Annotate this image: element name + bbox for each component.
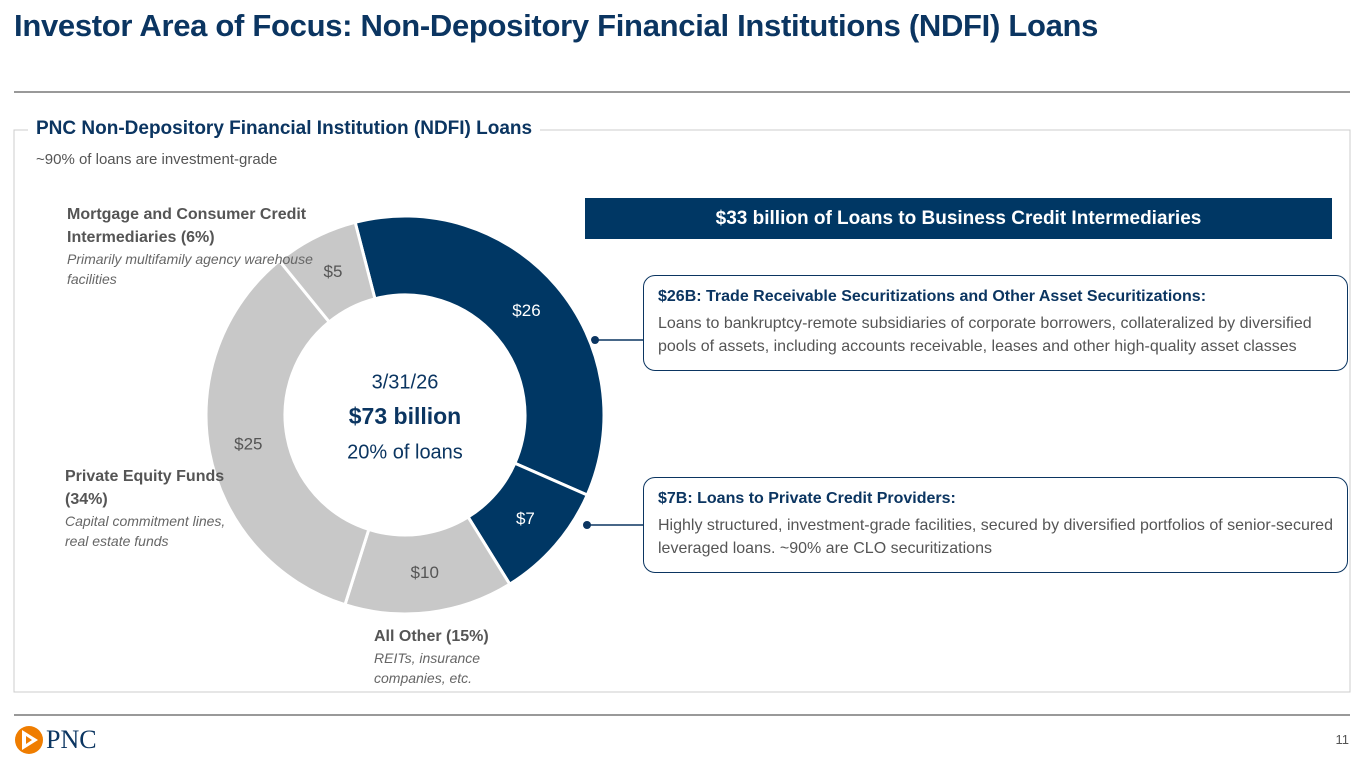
connector-dot [591, 336, 599, 344]
donut-slice [277, 220, 377, 325]
center-share: 20% of loans [347, 441, 463, 463]
info-box: $26B: Trade Receivable Securitizations a… [643, 275, 1348, 371]
value-label: $7 [516, 509, 535, 528]
value-label: $26 [512, 301, 540, 320]
donut-slice [353, 214, 606, 498]
category-description: Capital commitment lines, real estate fu… [65, 513, 226, 549]
section-subtitle: ~90% of loans are investment-grade [36, 151, 278, 168]
frame [13, 129, 1351, 693]
info-box: $7B: Loans to Private Credit Providers: … [643, 477, 1348, 573]
donut-slice [204, 258, 371, 607]
category-name: Private Equity Funds (34%) [65, 468, 225, 508]
category-label: Mortgage and Consumer Credit Intermediar… [67, 203, 317, 289]
center-total: $73 billion [349, 403, 461, 429]
value-label: $25 [234, 434, 262, 453]
category-name: All Other (15%) [374, 628, 489, 645]
connector-dot [583, 521, 591, 529]
category-description: Primarily multifamily agency warehouse f… [67, 251, 313, 287]
box-body: Highly structured, investment-grade faci… [658, 517, 1333, 557]
category-label: Private Equity Funds (34%) Capital commit… [65, 465, 235, 551]
box-body: Loans to bankruptcy-remote subsidiaries … [658, 315, 1312, 355]
category-description: REITs, insurance companies, etc. [374, 650, 481, 686]
center-date: 3/31/26 [372, 371, 439, 393]
title: Investor Area of Focus: Non-Depository F… [14, 8, 1099, 43]
value-label: $10 [411, 563, 439, 582]
box-title: $7B: Loans to Private Credit Providers: [658, 490, 956, 507]
logo-icon [15, 726, 43, 754]
banner: $33 billion of Loans to Business Credit … [585, 198, 1332, 239]
box-title: $26B: Trade Receivable Securitizations a… [658, 288, 1207, 305]
category-name: Mortgage and Consumer Credit Intermediar… [67, 206, 307, 246]
value-label: $5 [324, 262, 343, 281]
page-number: 11 [1335, 732, 1350, 747]
logo-text: PNC [46, 725, 97, 754]
category-label: All Other (15%) REITs, insurance companie… [374, 625, 524, 688]
section-title: PNC Non-Depository Financial Institution… [28, 118, 541, 140]
